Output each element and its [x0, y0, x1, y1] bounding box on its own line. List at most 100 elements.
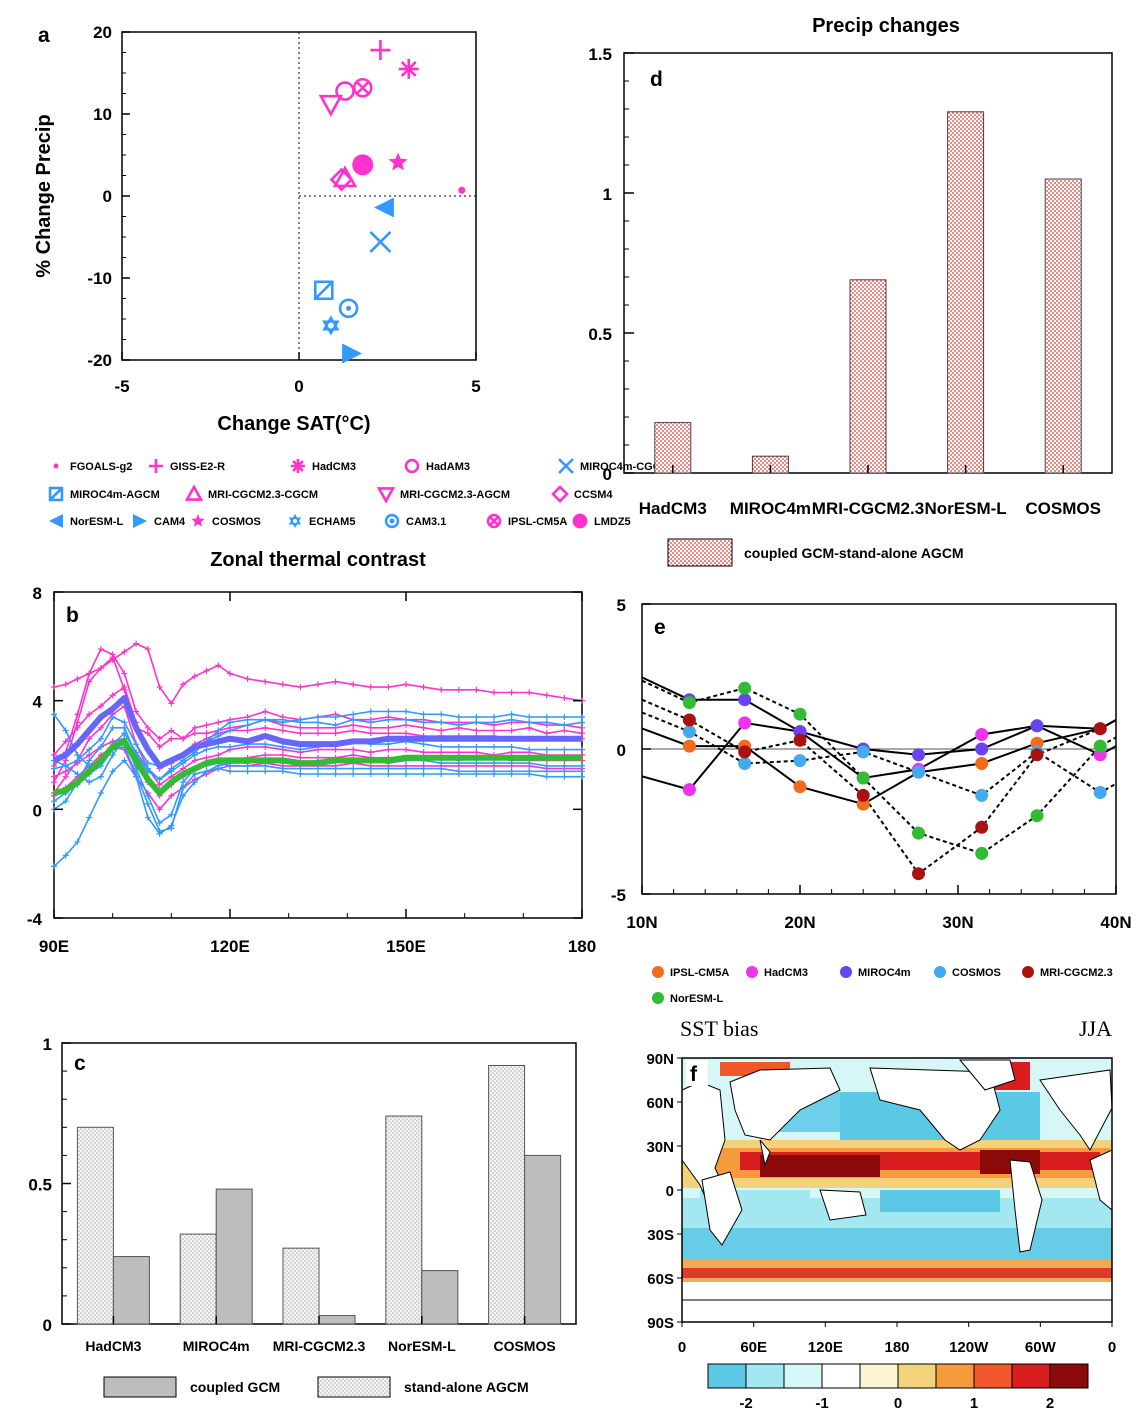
scatter-point-cam4: [342, 343, 363, 364]
panel-b-series-marker: [244, 762, 251, 769]
panel-c-bar-standalone: [488, 1064, 526, 1325]
panel-b-series-marker: [74, 752, 81, 758]
panel-d-category-label: NorESM-L: [925, 499, 1007, 518]
panel-b-series-marker: [109, 692, 116, 699]
panel-b-series-marker: [168, 825, 175, 832]
scatter-point-cosmos: [388, 152, 408, 171]
panel-d-legend-swatch: [667, 538, 733, 567]
panel-b-series-marker: [297, 771, 304, 778]
panel-c-ytick-label: 1: [43, 1035, 52, 1054]
panel-b-series-marker: [86, 814, 93, 821]
panel-f-xticks: 0 60E 120E 180 120W 60W 0: [678, 1322, 1116, 1356]
panel-b-series-marker: [215, 752, 222, 758]
panel-b-series-marker: [526, 760, 533, 767]
panel-a-xtick-label: -5: [114, 377, 129, 396]
panel-b-series-marker: [403, 730, 409, 737]
legend-label-mri-cgcm2-3-cgcm: MRI-CGCM2.3-CGCM: [208, 489, 318, 501]
panel-a-xlabel: Change SAT(°C): [217, 413, 370, 435]
panel-b-series-marker: [262, 741, 269, 748]
scatter-point-mri-cgcm2-3-agcm: [318, 94, 344, 117]
panel-b-series-marker: [332, 722, 339, 729]
panel-b-series-marker: [74, 838, 81, 845]
legend-marker-hadcm3: [291, 459, 305, 473]
panel-b-ytick-label: -4: [27, 910, 43, 929]
panel-b-series-marker: [203, 754, 210, 761]
panel-b-series-marker: [97, 743, 104, 750]
colorbar-segment: [1011, 1363, 1051, 1389]
panel-e-xtick-label: 30N: [942, 913, 973, 932]
panel-b-series-marker: [156, 735, 163, 742]
panel-b-series-marker: [51, 684, 57, 691]
panel-b-series-marker: [315, 713, 321, 720]
panel-b-series-marker: [297, 746, 304, 753]
panel-b-series-marker: [97, 665, 104, 672]
panel-e-point-noresm-l: [793, 707, 807, 721]
panel-b-xtick-label: 180: [568, 937, 596, 956]
panel-b-series-marker: [491, 760, 497, 767]
panel-b-series-marker: [97, 703, 104, 710]
panel-e-yticks: -5 0 5: [611, 596, 651, 905]
colorbar-segment: [745, 1363, 785, 1389]
panel-a-yticks: -20 -10 0 10 20: [87, 23, 130, 370]
panel-b-series-marker: [508, 771, 515, 778]
panel-b-series-marker: [86, 711, 93, 718]
colorbar-segment: [821, 1363, 861, 1389]
panel-b-series-marker: [508, 727, 515, 734]
marker-box: [48, 486, 64, 502]
panel-b-series-marker: [109, 752, 116, 758]
colorbar-segment: [935, 1363, 975, 1389]
panel-b-series-marker: [350, 681, 357, 688]
scatter-point-giss-e2-r: [370, 40, 391, 61]
panel-c-legend-swatch-coupled: [103, 1376, 177, 1398]
panel-e-line-hadcm3: [641, 721, 1117, 791]
panel-c-bar-coupled: [421, 1270, 459, 1325]
panel-b-series-marker: [168, 768, 175, 775]
panel-b-series-marker: [215, 719, 222, 726]
panel-b-series-line: [53, 642, 583, 705]
panel-b-series-marker: [473, 719, 480, 726]
panel-b-series-marker: [403, 716, 409, 723]
panel-b-series-marker: [491, 743, 497, 750]
panel-a-xtick-label: 0: [294, 377, 303, 396]
panel-b-series-marker: [74, 757, 81, 764]
panel-b-series-marker: [332, 765, 339, 772]
panel-e-xtick-label: 10N: [626, 913, 657, 932]
panel-b-series-marker: [350, 711, 357, 718]
panel-b-series-marker: [144, 800, 151, 807]
panel-f-colorbar: -2 -1 0 1 2: [707, 1363, 1089, 1412]
panel-b-series-marker: [156, 776, 163, 783]
panel-a-ytick-label: -20: [87, 351, 112, 370]
panel-f-title-left: SST bias: [680, 1016, 758, 1041]
panel-d-bar-cosmos: [1044, 178, 1082, 474]
panel-b-series-marker: [403, 746, 409, 753]
legend-label-miroc4m-cgcm: MIROC4m-CGCM: [580, 461, 670, 473]
panel-b-series-marker: [279, 727, 286, 734]
panel-b-series-marker: [180, 779, 187, 786]
panel-c-category-label: MRI-CGCM2.3: [273, 1338, 366, 1354]
colorbar-segment: [859, 1363, 899, 1389]
legend-marker-mri-cgcm2-3-cgcm: [184, 484, 204, 501]
panel-b-series-marker: [350, 716, 357, 723]
panel-b-series-marker: [526, 713, 533, 720]
panel-d-ytick-label: 1.5: [588, 45, 612, 64]
panel-b-series-marker: [508, 711, 515, 718]
sst-map: [681, 1058, 1113, 1323]
panel-b-series-marker: [180, 760, 187, 767]
panel-b-series-marker: [508, 689, 515, 696]
scatter-point-lmdz5: [352, 154, 374, 176]
panel-e-point-mri-cgcm2-3: [856, 788, 870, 802]
panel-b-series-marker: [62, 762, 69, 769]
panel-e-point-noresm-l: [912, 826, 925, 840]
panel-b-series-marker: [543, 746, 550, 753]
panel-f-ytick-label: 90S: [647, 1315, 674, 1332]
panel-b-series-marker: [561, 773, 568, 780]
panel-b-series-marker: [203, 730, 210, 737]
panel-b-series-marker: [262, 724, 269, 731]
panel-b-series-marker: [180, 784, 187, 791]
panel-f-ytick-label: 0: [666, 1183, 674, 1200]
panel-f-xtick-label: 60E: [740, 1339, 767, 1356]
panel-b-series-marker: [215, 743, 222, 750]
panel-c-bar-standalone: [76, 1126, 114, 1325]
panel-e-point-mri-cgcm2-3: [682, 713, 696, 727]
panel-b-series-marker: [367, 708, 374, 715]
